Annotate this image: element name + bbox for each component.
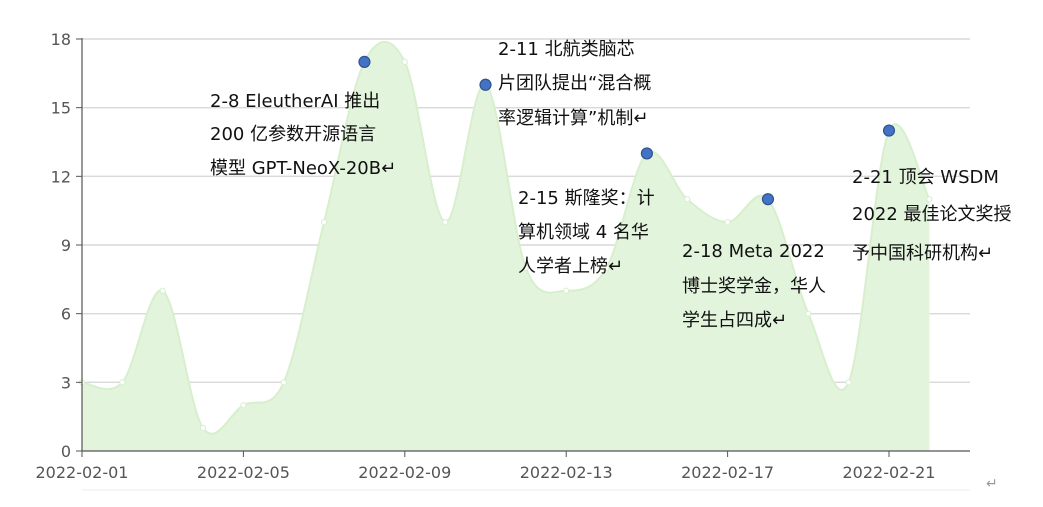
y-tick-label-15: 15	[51, 99, 71, 118]
point-2022-02-09	[401, 58, 408, 65]
annotation-2-line-3: 率逻辑计算”机制↵	[498, 108, 648, 129]
x-tick-label-2022-02-21: 2022-02-21	[843, 463, 936, 482]
annotation-5-line-3: 予中国科研机构↵	[852, 243, 993, 264]
annotation-1-line-3: 模型 GPT-NeoX-20B↵	[210, 158, 396, 179]
area-fill	[82, 41, 930, 451]
point-2022-02-22	[926, 196, 933, 203]
x-tick-label-2022-02-13: 2022-02-13	[520, 463, 613, 482]
annotation-1-line-2: 200 亿参数开源语言	[210, 124, 376, 145]
annotation-4-line-3: 学生占四成↵	[682, 310, 787, 331]
y-tick-label-18: 18	[51, 30, 71, 49]
x-tick-label-2022-02-17: 2022-02-17	[681, 463, 774, 482]
y-axis-ticks: 0 3 6 9 12 15 18	[51, 30, 82, 461]
point-2022-02-02	[119, 379, 126, 386]
point-2022-02-07	[321, 219, 328, 226]
axes	[81, 38, 970, 491]
point-2022-02-03	[159, 287, 166, 294]
point-2022-02-20	[845, 379, 852, 386]
annotation-3-line-1: 2-15 斯隆奖：计	[518, 188, 655, 209]
annotation-5-line-1: 2-21 顶会 WSDM	[852, 167, 999, 188]
highlight-marker-2022-02-15	[640, 147, 654, 160]
point-2022-02-10	[442, 219, 449, 226]
annotation-3-line-3: 人学者上榜↵	[518, 256, 623, 277]
point-2022-02-04	[199, 425, 207, 432]
point-2022-02-12	[522, 264, 529, 271]
highlight-marker-2022-02-08	[358, 55, 371, 68]
point-2022-02-19	[805, 310, 812, 317]
annotation-5-line-2: 2022 最佳论文奖授	[852, 204, 1012, 225]
y-tick-label-3: 3	[61, 373, 71, 392]
y-tick-label-6: 6	[61, 305, 71, 324]
point-2022-02-06	[280, 379, 287, 386]
annotation-4-line-2: 博士奖学金，华人	[682, 276, 826, 297]
y-tick-label-12: 12	[51, 167, 71, 186]
y-tick-label-0: 0	[61, 442, 71, 461]
x-tick-label-2022-02-09: 2022-02-09	[358, 463, 451, 482]
annotation-2-line-1: 2-11 北航类脑芯	[498, 39, 635, 60]
point-2022-02-17	[724, 219, 731, 226]
highlight-marker-2022-02-18	[761, 193, 775, 206]
y-tick-label-9: 9	[61, 236, 71, 255]
paragraph-mark: ↵	[986, 476, 998, 492]
point-2022-02-13	[563, 287, 570, 294]
x-tick-label-2022-02-01: 2022-02-01	[36, 463, 129, 482]
highlight-markers	[358, 55, 896, 206]
point-2022-02-05	[240, 402, 247, 409]
annotation-1-line-1: 2-8 EleutherAI 推出	[210, 91, 380, 112]
annotation-4-line-1: 2-18 Meta 2022	[682, 241, 825, 262]
highlight-marker-2022-02-21	[882, 124, 896, 137]
x-axis-ticks: 2022-02-01 2022-02-05 2022-02-09 2022-02-13…	[36, 451, 936, 482]
point-2022-02-14	[603, 264, 610, 271]
point-2022-02-16	[684, 196, 691, 203]
highlight-marker-2022-02-11	[479, 78, 492, 91]
annotation-3-line-2: 算机领域 4 名华	[518, 222, 649, 243]
x-tick-label-2022-02-05: 2022-02-05	[197, 463, 290, 482]
annotation-2-line-2: 片团队提出“混合概	[498, 73, 651, 94]
